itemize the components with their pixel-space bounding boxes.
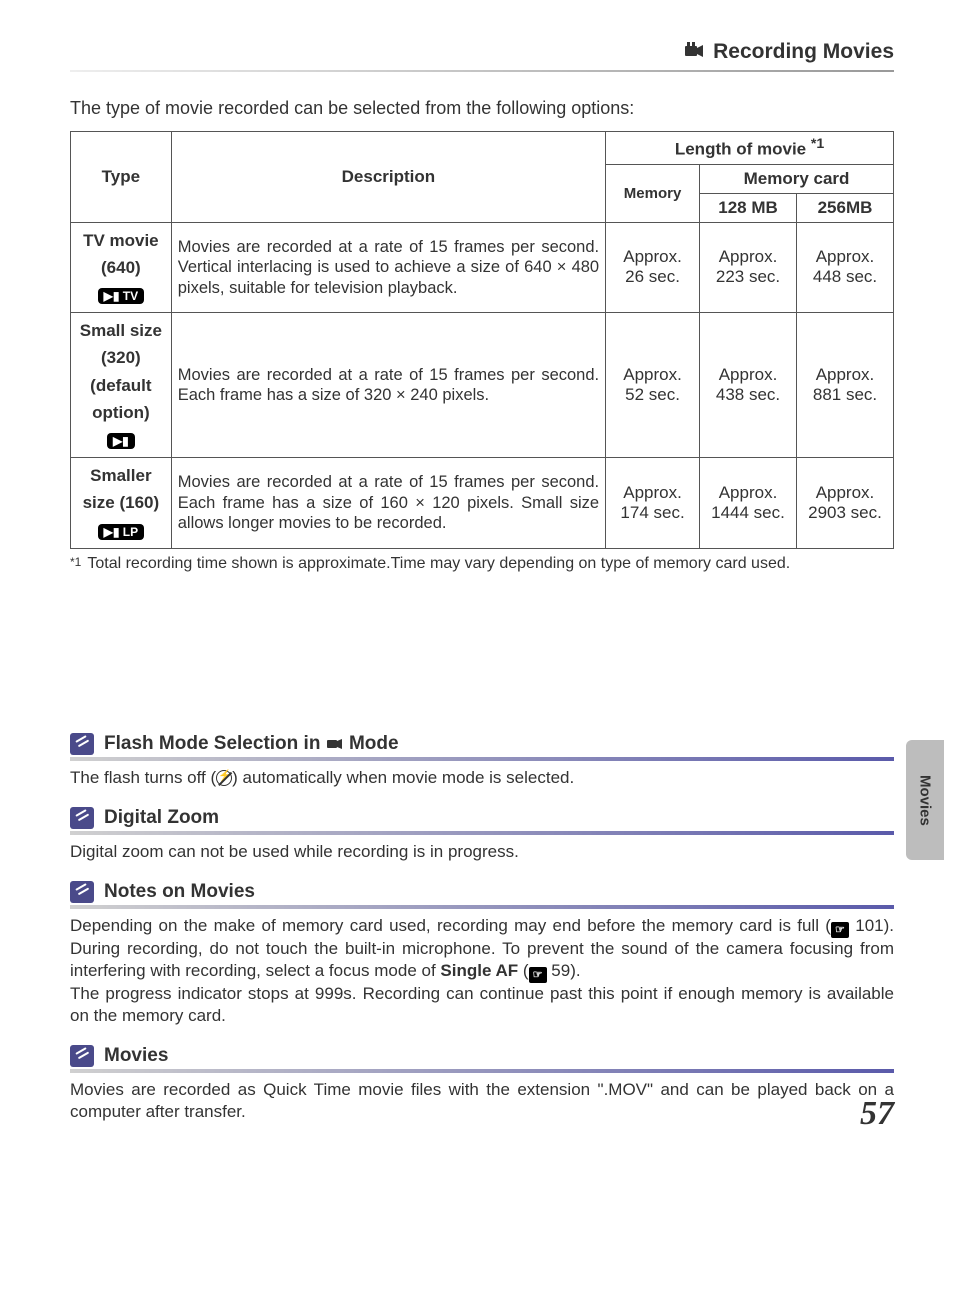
col-description: Description xyxy=(171,132,605,223)
note-body: The flash turns off ( ) automatically whe… xyxy=(70,767,894,789)
col-memory: Memory xyxy=(606,164,700,222)
note-heading: Notes on Movies xyxy=(70,881,894,903)
note-underline xyxy=(70,905,894,909)
mc256-cell: Approx. 881 sec. xyxy=(796,313,893,458)
footnote-mark: *1 xyxy=(70,555,81,573)
side-tab: Movies xyxy=(906,740,944,860)
body-part: The progress indicator stops at 999s. Re… xyxy=(70,984,894,1025)
mode-badge-icon: ▶▮ TV xyxy=(98,288,145,304)
pencil-note-icon xyxy=(70,733,94,755)
movie-camera-icon xyxy=(683,42,705,60)
memory-cell: Approx. 52 sec. xyxy=(606,313,700,458)
note-heading: Movies xyxy=(70,1045,894,1067)
page-number: 57 xyxy=(860,1095,894,1133)
note-underline xyxy=(70,757,894,761)
pencil-note-icon xyxy=(70,807,94,829)
note-title: Notes on Movies xyxy=(104,881,255,903)
body-part: ( xyxy=(518,961,528,980)
page-ref-icon: ☞ xyxy=(831,922,849,938)
mc128-cell: Approx. 438 sec. xyxy=(700,313,797,458)
page-ref-icon: ☞ xyxy=(529,967,547,983)
header-title: Recording Movies xyxy=(713,40,894,63)
body-part: Depending on the make of memory card use… xyxy=(70,916,831,935)
movie-camera-icon xyxy=(326,737,344,751)
title-post: Mode xyxy=(344,733,399,754)
note-heading: Flash Mode Selection in Mode xyxy=(70,733,894,755)
description-cell: Movies are recorded at a rate of 15 fram… xyxy=(171,458,605,549)
mc256-cell: Approx. 2903 sec. xyxy=(796,458,893,549)
page-header: Recording Movies xyxy=(70,40,894,64)
footnote-text: Total recording time shown is approximat… xyxy=(87,555,790,573)
note-digital-zoom: Digital Zoom Digital zoom can not be use… xyxy=(70,807,894,863)
note-title: Digital Zoom xyxy=(104,807,219,829)
title-pre: Flash Mode Selection in xyxy=(104,733,326,754)
length-label: Length of movie xyxy=(675,140,806,159)
table-body: TV movie (640) ▶▮ TV Movies are recorded… xyxy=(71,222,894,548)
manual-page: Recording Movies The type of movie recor… xyxy=(0,0,954,1153)
col-type: Type xyxy=(71,132,172,223)
intro-text: The type of movie recorded can be select… xyxy=(70,98,894,119)
header-underline xyxy=(70,70,894,72)
note-body: Digital zoom can not be used while recor… xyxy=(70,841,894,863)
pencil-note-icon xyxy=(70,881,94,903)
note-flash-mode: Flash Mode Selection in Mode The flash t… xyxy=(70,733,894,789)
body-part: 59). xyxy=(547,961,581,980)
mc256-cell: Approx. 448 sec. xyxy=(796,222,893,313)
table-header-row-1: Type Description Length of movie *1 xyxy=(71,132,894,165)
type-main: Smaller size (160) xyxy=(83,466,160,512)
note-body: Depending on the make of memory card use… xyxy=(70,915,894,1027)
description-cell: Movies are recorded at a rate of 15 fram… xyxy=(171,222,605,313)
note-underline xyxy=(70,831,894,835)
note-movies: Movies Movies are recorded as Quick Time… xyxy=(70,1045,894,1123)
memory-cell: Approx. 26 sec. xyxy=(606,222,700,313)
type-sub: (default option) xyxy=(90,376,151,422)
table-row: Small size (320) (default option) ▶▮ Mov… xyxy=(71,313,894,458)
col-length-group: Length of movie *1 xyxy=(606,132,894,165)
mode-badge-icon: ▶▮ LP xyxy=(98,524,145,540)
note-title: Movies xyxy=(104,1045,168,1067)
pencil-note-icon xyxy=(70,1045,94,1067)
body-pre: The flash turns off ( xyxy=(70,768,216,787)
mode-badge-icon: ▶▮ xyxy=(107,433,135,449)
col-128mb: 128 MB xyxy=(700,193,797,222)
body-post: ) automatically when movie mode is selec… xyxy=(232,768,574,787)
flash-off-icon xyxy=(216,770,232,786)
note-title: Flash Mode Selection in Mode xyxy=(104,733,399,755)
mc128-cell: Approx. 223 sec. xyxy=(700,222,797,313)
type-cell: Small size (320) (default option) ▶▮ xyxy=(71,313,172,458)
table-row: TV movie (640) ▶▮ TV Movies are recorded… xyxy=(71,222,894,313)
description-cell: Movies are recorded at a rate of 15 fram… xyxy=(171,313,605,458)
body-bold: Single AF xyxy=(440,961,518,980)
note-body: Movies are recorded as Quick Time movie … xyxy=(70,1079,894,1123)
length-sup: *1 xyxy=(811,136,824,152)
note-underline xyxy=(70,1069,894,1073)
mc128-cell: Approx. 1444 sec. xyxy=(700,458,797,549)
col-256mb: 256MB xyxy=(796,193,893,222)
note-notes-on-movies: Notes on Movies Depending on the make of… xyxy=(70,881,894,1027)
type-main: TV movie (640) xyxy=(83,231,159,277)
type-main: Small size (320) xyxy=(80,321,162,367)
side-tab-label: Movies xyxy=(917,775,934,826)
col-memory-card: Memory card xyxy=(700,164,894,193)
memory-cell: Approx. 174 sec. xyxy=(606,458,700,549)
movie-options-table: Type Description Length of movie *1 Memo… xyxy=(70,131,894,549)
type-cell: TV movie (640) ▶▮ TV xyxy=(71,222,172,313)
type-cell: Smaller size (160) ▶▮ LP xyxy=(71,458,172,549)
note-heading: Digital Zoom xyxy=(70,807,894,829)
table-row: Smaller size (160) ▶▮ LP Movies are reco… xyxy=(71,458,894,549)
notes-section: Flash Mode Selection in Mode The flash t… xyxy=(70,733,894,1124)
table-footnote: *1 Total recording time shown is approxi… xyxy=(70,555,894,573)
